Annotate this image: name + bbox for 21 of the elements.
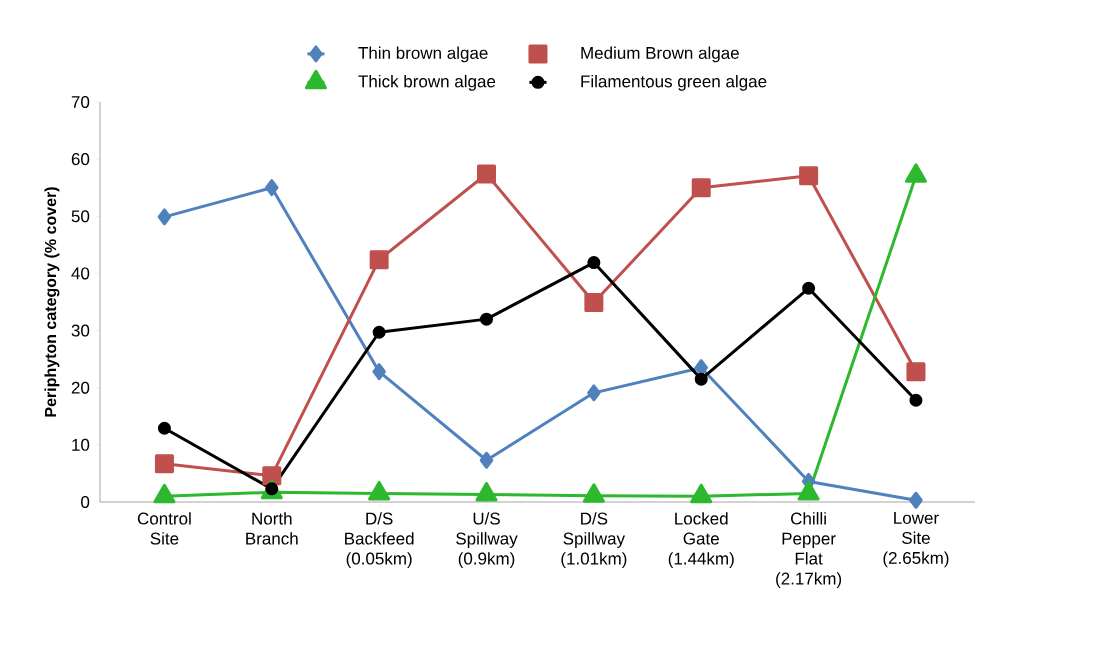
y-tick-label: 0 [81,495,90,509]
x-tick-label: D/S Spillway (1.01km) [561,512,627,568]
y-tick-label: 10 [72,438,90,451]
y-tick-label: 30 [71,324,90,337]
x-tick-label: Lower Site (2.65km) [883,512,949,568]
x-tick-label: Control Site [137,512,191,545]
legend-label: Thick brown algae [358,74,496,91]
legend-label: Medium Brown algae [581,46,739,63]
y-tick-label: 70 [71,95,90,109]
y-tick-label: 20 [71,381,90,394]
x-tick-label: Chilli Pepper Flat (2.17km) [776,512,842,588]
y-axis-title: Periphyton category (% cover) [44,187,60,417]
x-tick-label: U/S Spillway (0.9km) [456,512,518,568]
y-tick-label: 60 [71,153,90,166]
x-tick-label: D/S Backfeed (0.05km) [345,512,414,568]
x-tick-label: Locked Gate (1.44km) [668,512,734,568]
x-tick-label: North Branch [246,512,298,545]
legend-label: Filamentous green algae [581,74,767,91]
legend-label: Thin brown algae [358,46,488,63]
y-tick-label: 40 [71,267,90,280]
y-tick-label: 50 [71,210,90,223]
